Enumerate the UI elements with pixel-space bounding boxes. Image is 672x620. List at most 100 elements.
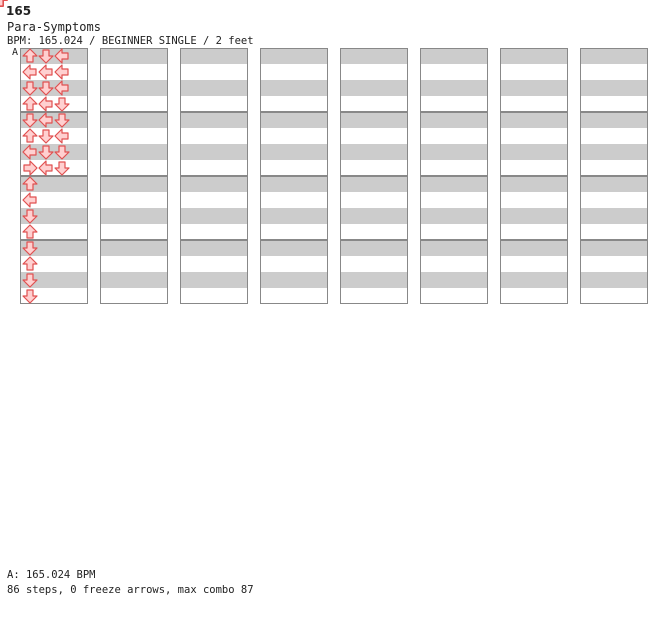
beat-stripe [260,208,328,224]
beat-stripe [20,80,88,96]
measure-box [340,112,408,176]
beat-stripe [180,48,248,64]
measure-box [580,240,648,304]
arrow-left-icon [54,128,69,144]
beat-stripe [500,112,568,128]
beat-stripe [340,176,408,192]
beat-stripe [180,112,248,128]
beat-stripe [100,272,168,288]
measure-box [100,176,168,240]
measure-box [340,176,408,240]
arrow-down-icon [22,209,38,224]
measure-box [20,176,88,240]
measure-box [20,48,88,112]
arrow-left-icon [22,64,37,80]
measure-box [180,176,248,240]
beat-stripe [420,144,488,160]
beat-stripe [260,48,328,64]
beat-stripe [180,144,248,160]
beat-stripe [100,208,168,224]
measure-box [340,48,408,112]
beat-stripe [340,240,408,256]
arrow-down-icon [22,113,38,128]
arrow-down-icon [22,241,38,256]
beat-stripe [180,272,248,288]
beat-stripe [580,144,648,160]
arrow-up-icon [22,176,38,191]
arrow-left-icon [38,160,53,176]
chart-number: 165 [6,4,32,18]
measure-box [20,240,88,304]
arrow-down-icon [54,161,70,176]
measure-box [180,240,248,304]
arrow-down-icon [38,81,54,96]
bpm-note: A: 165.024 BPM [7,569,96,581]
beat-stripe [500,176,568,192]
measure-box [260,112,328,176]
beat-stripe [420,112,488,128]
song-title: Para-Symptoms [7,20,101,34]
beat-stripe [420,272,488,288]
step-stats: 86 steps, 0 freeze arrows, max combo 87 [7,584,254,596]
arrow-left-icon [38,96,53,112]
arrow-right-icon [23,160,38,176]
beat-stripe [500,80,568,96]
beat-stripe [100,176,168,192]
beat-stripe [500,48,568,64]
measure-box [260,240,328,304]
measure-box [20,112,88,176]
measure-box [260,48,328,112]
beat-stripe [260,112,328,128]
beat-stripe [340,144,408,160]
beat-stripe [260,176,328,192]
arrow-down-icon [38,145,54,160]
beat-stripe [260,240,328,256]
arrow-left-icon [22,192,37,208]
beat-stripe [260,144,328,160]
arrow-down-icon [38,49,54,64]
beat-stripe [100,80,168,96]
beat-stripe [20,112,88,128]
beat-stripe [100,240,168,256]
arrow-left-icon [38,112,53,128]
measure-box [100,48,168,112]
arrow-left-icon [38,64,53,80]
beat-stripe [100,112,168,128]
measure-box [420,112,488,176]
beat-stripe [180,80,248,96]
beat-stripe [580,176,648,192]
measure-box [500,240,568,304]
beat-stripe [420,208,488,224]
beat-stripe [180,176,248,192]
arrow-down-icon [54,97,70,112]
measure-box [180,48,248,112]
measure-box [500,48,568,112]
beat-stripe [20,144,88,160]
bpm-marker-label: A [12,47,19,58]
arrow-up-icon [22,48,38,63]
measure-box [580,176,648,240]
measure-box [500,112,568,176]
beat-stripe [20,272,88,288]
measure-box [420,176,488,240]
arrow-left-icon [54,80,69,96]
arrow-down-icon [54,145,70,160]
beat-stripe [20,240,88,256]
beat-stripe [580,48,648,64]
measure-box [420,48,488,112]
arrow-down-icon [38,129,54,144]
beat-stripe [260,80,328,96]
measure-box [260,176,328,240]
beat-stripe [340,208,408,224]
beat-stripe [500,208,568,224]
beat-stripe [100,144,168,160]
measure-box [180,112,248,176]
arrow-up-icon [22,128,38,143]
beat-stripe [20,208,88,224]
arrow-down-icon [54,113,70,128]
measure-box [580,48,648,112]
arrow-left-icon [22,144,37,160]
beat-stripe [420,80,488,96]
beat-stripe [420,240,488,256]
